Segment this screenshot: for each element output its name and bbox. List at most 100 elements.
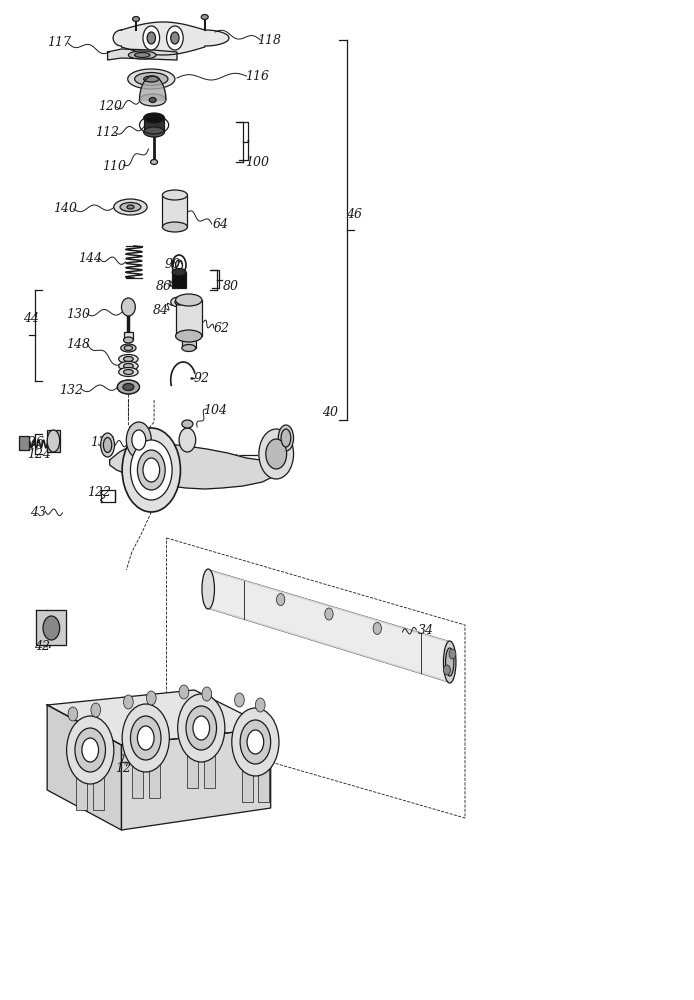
Ellipse shape — [175, 299, 183, 305]
Circle shape — [235, 693, 244, 707]
Ellipse shape — [278, 425, 294, 451]
Text: 46: 46 — [346, 209, 362, 222]
Bar — [187, 736, 198, 788]
Bar — [242, 750, 253, 802]
Ellipse shape — [144, 113, 164, 123]
Polygon shape — [47, 690, 271, 745]
Bar — [204, 736, 215, 788]
Ellipse shape — [176, 330, 202, 342]
Circle shape — [186, 706, 217, 750]
Circle shape — [147, 32, 155, 44]
Ellipse shape — [162, 190, 187, 200]
Circle shape — [179, 428, 196, 452]
Ellipse shape — [119, 361, 138, 370]
Ellipse shape — [446, 648, 454, 676]
Ellipse shape — [144, 127, 164, 137]
Text: 130: 130 — [66, 308, 90, 320]
Text: 132: 132 — [60, 383, 83, 396]
Circle shape — [67, 716, 114, 784]
Circle shape — [167, 26, 183, 50]
Text: 117: 117 — [47, 36, 71, 49]
Circle shape — [255, 698, 265, 712]
Circle shape — [143, 26, 160, 50]
Circle shape — [373, 622, 382, 634]
Ellipse shape — [124, 363, 133, 368]
Circle shape — [276, 594, 285, 606]
Ellipse shape — [127, 205, 134, 209]
Ellipse shape — [162, 222, 187, 232]
Circle shape — [82, 738, 99, 762]
Circle shape — [137, 726, 154, 750]
Bar — [144, 118, 164, 132]
Circle shape — [325, 608, 333, 620]
Text: 124: 124 — [28, 448, 51, 460]
Circle shape — [143, 458, 160, 482]
Bar — [182, 334, 196, 348]
Ellipse shape — [135, 52, 150, 57]
Bar — [93, 758, 104, 810]
Bar — [124, 332, 133, 340]
Ellipse shape — [182, 420, 193, 428]
Circle shape — [130, 716, 161, 760]
Ellipse shape — [144, 76, 159, 82]
Text: 116: 116 — [245, 70, 269, 83]
Ellipse shape — [151, 159, 158, 164]
Ellipse shape — [128, 51, 156, 59]
Ellipse shape — [124, 346, 133, 351]
Text: 80: 80 — [222, 279, 239, 292]
Circle shape — [266, 439, 287, 469]
Ellipse shape — [443, 641, 456, 683]
Ellipse shape — [119, 367, 138, 376]
Ellipse shape — [123, 383, 134, 390]
Polygon shape — [36, 610, 66, 645]
Circle shape — [259, 429, 294, 479]
Text: 90: 90 — [164, 257, 180, 270]
Ellipse shape — [149, 98, 156, 103]
Ellipse shape — [114, 199, 147, 215]
Ellipse shape — [202, 569, 214, 609]
Bar — [172, 272, 186, 288]
Text: 112: 112 — [96, 126, 119, 139]
Bar — [19, 436, 29, 450]
Ellipse shape — [103, 438, 112, 452]
Bar — [132, 746, 143, 798]
Text: 118: 118 — [257, 33, 281, 46]
Ellipse shape — [101, 433, 115, 457]
Circle shape — [443, 665, 450, 675]
Circle shape — [124, 695, 133, 709]
Polygon shape — [121, 728, 271, 830]
Text: 64: 64 — [212, 219, 229, 232]
Circle shape — [130, 440, 172, 500]
Circle shape — [449, 649, 456, 659]
Ellipse shape — [117, 380, 139, 394]
Circle shape — [122, 704, 169, 772]
Ellipse shape — [124, 337, 133, 343]
Circle shape — [247, 730, 264, 754]
Text: 62: 62 — [214, 322, 230, 334]
Ellipse shape — [124, 369, 133, 374]
Ellipse shape — [171, 297, 187, 307]
Ellipse shape — [201, 14, 208, 19]
Text: 86: 86 — [155, 279, 172, 292]
Text: 12: 12 — [115, 762, 132, 774]
Text: 136: 136 — [90, 436, 114, 450]
Text: 43: 43 — [30, 506, 46, 518]
Text: 104: 104 — [203, 403, 227, 416]
Circle shape — [202, 687, 212, 701]
Bar — [149, 746, 160, 798]
Text: 120: 120 — [98, 101, 121, 113]
Circle shape — [126, 422, 151, 458]
Bar — [258, 750, 269, 802]
Text: 110: 110 — [103, 160, 126, 174]
Ellipse shape — [139, 94, 166, 106]
Text: 126: 126 — [20, 436, 44, 450]
Bar — [47, 430, 60, 452]
Circle shape — [146, 691, 156, 705]
Polygon shape — [208, 570, 450, 682]
Text: 122: 122 — [87, 487, 111, 499]
Ellipse shape — [128, 69, 175, 89]
Ellipse shape — [120, 202, 141, 212]
Circle shape — [68, 707, 78, 721]
Circle shape — [132, 430, 146, 450]
Ellipse shape — [172, 268, 186, 275]
